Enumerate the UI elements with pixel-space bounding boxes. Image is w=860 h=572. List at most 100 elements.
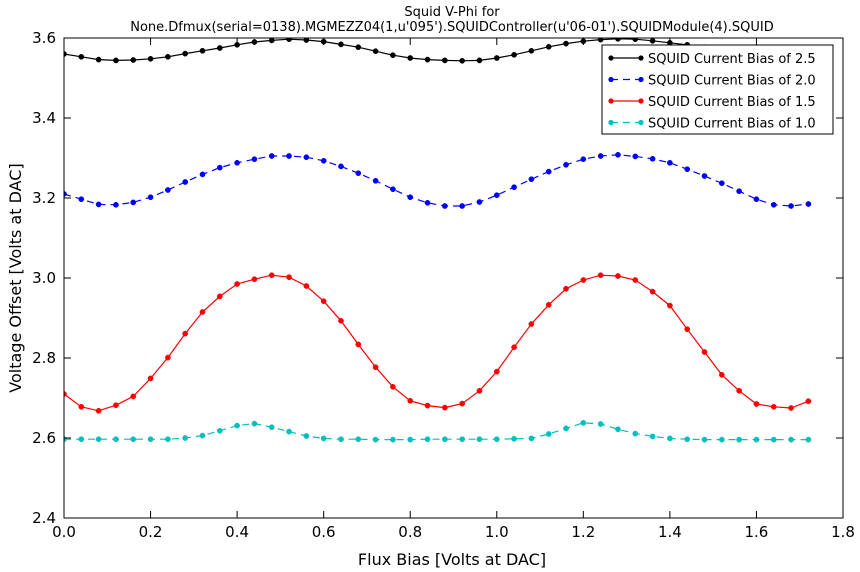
data-point <box>701 436 708 443</box>
data-point <box>338 436 344 443</box>
data-point <box>165 354 171 361</box>
legend-entry: SQUID Current Bias of 2.0 <box>608 74 816 89</box>
data-point <box>615 273 621 279</box>
data-point <box>528 176 535 183</box>
data-point <box>165 53 171 60</box>
data-point <box>424 436 431 443</box>
data-point <box>563 40 569 47</box>
data-point <box>216 293 223 300</box>
data-point <box>372 177 379 184</box>
data-point <box>303 433 310 439</box>
data-point <box>528 321 535 327</box>
data-point <box>113 436 119 443</box>
y-tick-label: 3.4 <box>32 109 56 127</box>
y-tick-label: 3.2 <box>32 189 56 207</box>
data-point <box>407 397 414 404</box>
data-point <box>147 194 154 201</box>
data-point <box>338 163 344 170</box>
data-point <box>718 371 725 378</box>
data-point <box>597 153 604 159</box>
data-point <box>390 186 396 193</box>
data-point <box>632 153 639 160</box>
x-axis: 0.0 0.2 0.4 0.6 0.8 1.0 1.2 1.4 1.6 1.8 <box>52 38 855 541</box>
data-point <box>95 407 102 414</box>
data-point <box>788 203 794 209</box>
legend-entry: SQUID Current Bias of 1.0 <box>608 117 816 132</box>
data-point <box>268 424 275 431</box>
data-point <box>268 153 275 159</box>
data-point <box>736 387 742 394</box>
data-point <box>268 272 275 279</box>
y-tick-label: 2.4 <box>32 509 56 527</box>
data-point <box>459 57 466 64</box>
data-point <box>147 436 154 443</box>
series-2 <box>64 151 812 209</box>
data-point <box>407 194 414 201</box>
y-tick-label: 2.6 <box>32 429 56 447</box>
data-point <box>182 435 189 441</box>
data-point <box>165 436 171 443</box>
data-point <box>528 435 535 442</box>
data-point <box>95 436 102 443</box>
legend-label: SQUID Current Bias of 1.5 <box>648 95 816 110</box>
data-point <box>718 180 725 187</box>
legend-label: SQUID Current Bias of 2.5 <box>648 52 816 67</box>
data-point <box>424 199 431 206</box>
data-point <box>78 403 85 410</box>
data-point <box>355 341 362 348</box>
series-line <box>64 274 809 412</box>
data-point <box>199 47 206 54</box>
legend-marker <box>608 55 614 61</box>
data-point <box>736 436 742 443</box>
data-point <box>753 436 760 443</box>
data-point <box>95 201 102 208</box>
data-point <box>770 403 777 410</box>
data-point <box>770 201 777 208</box>
data-point <box>649 433 656 440</box>
data-point <box>130 199 137 206</box>
data-point <box>303 283 310 289</box>
data-point <box>563 161 569 168</box>
data-point <box>667 159 673 166</box>
legend-marker <box>608 76 614 83</box>
x-tick-label: 0.6 <box>312 523 336 541</box>
data-point <box>372 48 379 55</box>
data-point <box>234 159 240 166</box>
series-line <box>64 38 809 62</box>
data-point <box>649 155 656 162</box>
chart-title: Squid V-Phi for <box>404 5 500 20</box>
x-tick-label: 0.8 <box>398 523 422 541</box>
data-point <box>615 38 621 42</box>
data-point <box>251 39 258 45</box>
data-point <box>753 196 760 203</box>
data-point <box>770 436 777 443</box>
data-point <box>493 436 500 443</box>
data-point <box>441 404 448 411</box>
data-point <box>78 196 85 203</box>
legend-marker <box>608 119 614 126</box>
data-point <box>701 173 708 179</box>
data-point <box>338 317 344 324</box>
y-axis-label: Voltage Offset [Volts at DAC] <box>6 163 25 392</box>
data-point <box>182 50 189 57</box>
data-point <box>528 47 535 54</box>
data-point <box>113 402 119 409</box>
data-point <box>286 428 292 435</box>
data-point <box>493 192 500 199</box>
data-point <box>511 344 517 351</box>
data-point <box>545 301 552 308</box>
series-4 <box>64 419 812 443</box>
data-point <box>563 425 569 432</box>
data-point <box>718 436 725 443</box>
data-point <box>441 57 448 64</box>
legend-marker <box>638 119 644 126</box>
data-point <box>199 171 206 178</box>
x-tick-label: 1.0 <box>485 523 509 541</box>
legend-label: SQUID Current Bias of 1.0 <box>648 117 816 132</box>
x-axis-label: Flux Bias [Volts at DAC] <box>358 550 546 569</box>
data-point <box>493 368 500 375</box>
series-3 <box>64 272 812 414</box>
legend-marker <box>608 98 614 104</box>
data-point <box>251 276 258 283</box>
